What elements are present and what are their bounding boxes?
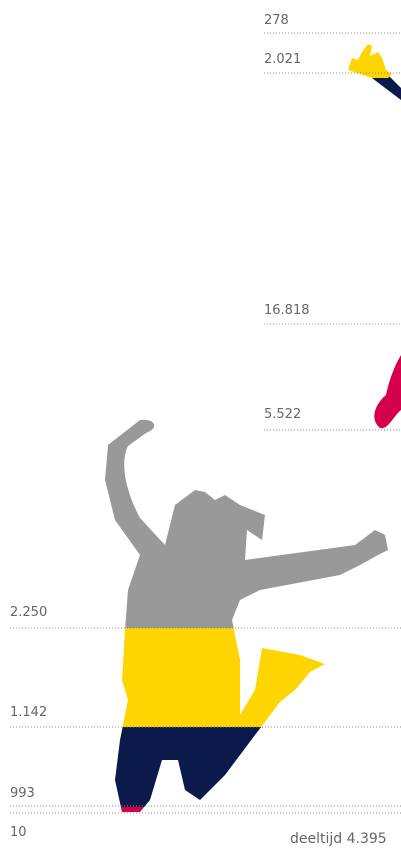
label: 10	[10, 825, 27, 840]
label: 993	[10, 786, 35, 801]
silhouette-right-lower	[374, 355, 401, 429]
silhouette-right-top	[348, 44, 401, 100]
label: 5.522	[264, 407, 301, 422]
label: 278	[264, 13, 289, 28]
silhouette-left	[105, 419, 388, 812]
label: 16.818	[264, 303, 310, 318]
footer: deeltijd 4.395	[290, 831, 387, 847]
label: 2.021	[264, 52, 301, 67]
label: 2.250	[10, 605, 47, 620]
label: 1.142	[10, 705, 47, 720]
